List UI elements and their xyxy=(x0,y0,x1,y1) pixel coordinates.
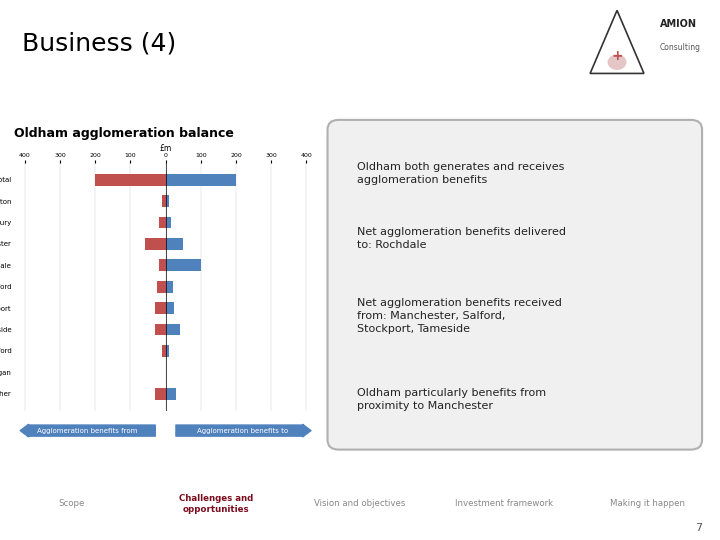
Text: Oldham particularly benefits from
proximity to Manchester: Oldham particularly benefits from proxim… xyxy=(357,388,546,411)
Bar xyxy=(166,323,180,335)
Bar xyxy=(166,388,176,400)
Text: 7: 7 xyxy=(695,523,702,532)
Bar xyxy=(166,345,169,357)
Bar xyxy=(95,174,166,186)
FancyBboxPatch shape xyxy=(328,120,702,450)
Text: Net agglomeration benefits delivered
to: Rochdale: Net agglomeration benefits delivered to:… xyxy=(357,227,566,250)
Bar xyxy=(158,217,166,228)
Text: Challenges and
opportunities: Challenges and opportunities xyxy=(179,494,253,514)
X-axis label: £m: £m xyxy=(159,144,172,153)
FancyArrowPatch shape xyxy=(176,424,311,437)
Bar xyxy=(162,195,166,207)
Bar xyxy=(166,195,169,207)
Text: +: + xyxy=(611,49,623,63)
Text: Oldham agglomeration balance: Oldham agglomeration balance xyxy=(14,126,234,139)
Text: Making it happen: Making it happen xyxy=(611,500,685,509)
Text: Vision and objectives: Vision and objectives xyxy=(315,500,405,509)
FancyArrowPatch shape xyxy=(20,424,156,437)
Bar xyxy=(166,217,171,228)
Text: AMION: AMION xyxy=(660,19,697,29)
Bar xyxy=(158,259,166,271)
Text: Agglomeration benefits to: Agglomeration benefits to xyxy=(197,428,288,434)
Ellipse shape xyxy=(608,55,626,70)
Bar xyxy=(145,238,166,250)
Bar xyxy=(157,281,166,293)
Text: Investment framework: Investment framework xyxy=(455,500,553,509)
Text: Scope: Scope xyxy=(59,500,85,509)
Bar xyxy=(166,259,201,271)
Text: Business (4): Business (4) xyxy=(22,31,176,55)
Bar xyxy=(155,302,166,314)
Bar xyxy=(155,388,166,400)
Text: Agglomeration benefits from: Agglomeration benefits from xyxy=(37,428,138,434)
Bar xyxy=(166,281,173,293)
Text: Net agglomeration benefits received
from: Manchester, Salford,
Stockport, Tamesi: Net agglomeration benefits received from… xyxy=(357,298,562,334)
Bar xyxy=(162,345,166,357)
Text: Consulting: Consulting xyxy=(660,43,701,52)
Bar xyxy=(166,238,183,250)
Text: Oldham both generates and receives
agglomeration benefits: Oldham both generates and receives agglo… xyxy=(357,162,564,185)
Bar xyxy=(166,302,174,314)
Bar xyxy=(166,174,236,186)
Bar xyxy=(155,323,166,335)
